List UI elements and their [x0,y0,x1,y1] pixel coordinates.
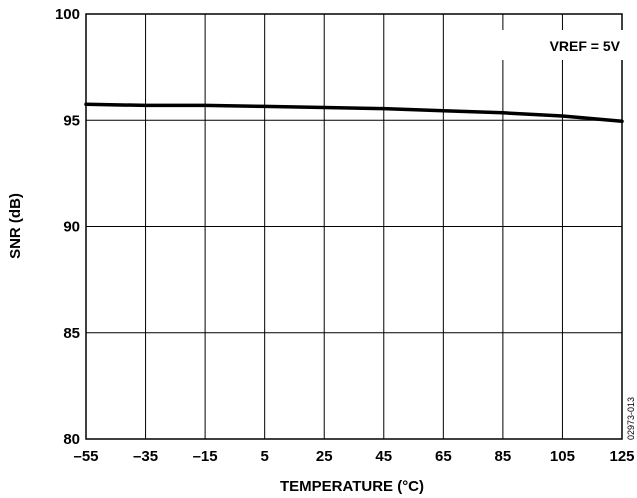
x-tick-label: 105 [550,448,575,465]
x-axis-title: TEMPERATURE (°C) [280,478,424,495]
x-tick-label: 85 [495,448,512,465]
y-tick-label: 95 [63,112,80,129]
y-tick-label: 100 [55,6,80,23]
vref-annotation: VREF = 5V [550,38,621,54]
x-tick-label: 125 [609,448,634,465]
snr-series-line [84,102,624,124]
y-tick-label: 85 [63,325,80,342]
y-axis-title: SNR (dB) [7,193,24,259]
x-tick-label: 5 [260,448,268,465]
plot-frame [85,13,623,440]
y-tick-label: 90 [63,219,80,236]
x-tick-labels: –55 –35 –15 5 25 45 65 85 105 125 [73,448,634,465]
x-tick-label: 65 [435,448,452,465]
annotation-box [494,30,624,60]
x-tick-label: –15 [193,448,218,465]
x-tick-label: –35 [133,448,158,465]
x-tick-label: 25 [316,448,333,465]
y-tick-labels: 80 85 90 95 100 [55,6,80,448]
figure-id: 02973-013 [626,397,636,440]
x-tick-label: –55 [73,448,98,465]
x-tick-label: 45 [375,448,392,465]
grid-lines [86,14,622,439]
y-tick-label: 80 [63,431,80,448]
data-series [84,102,624,124]
